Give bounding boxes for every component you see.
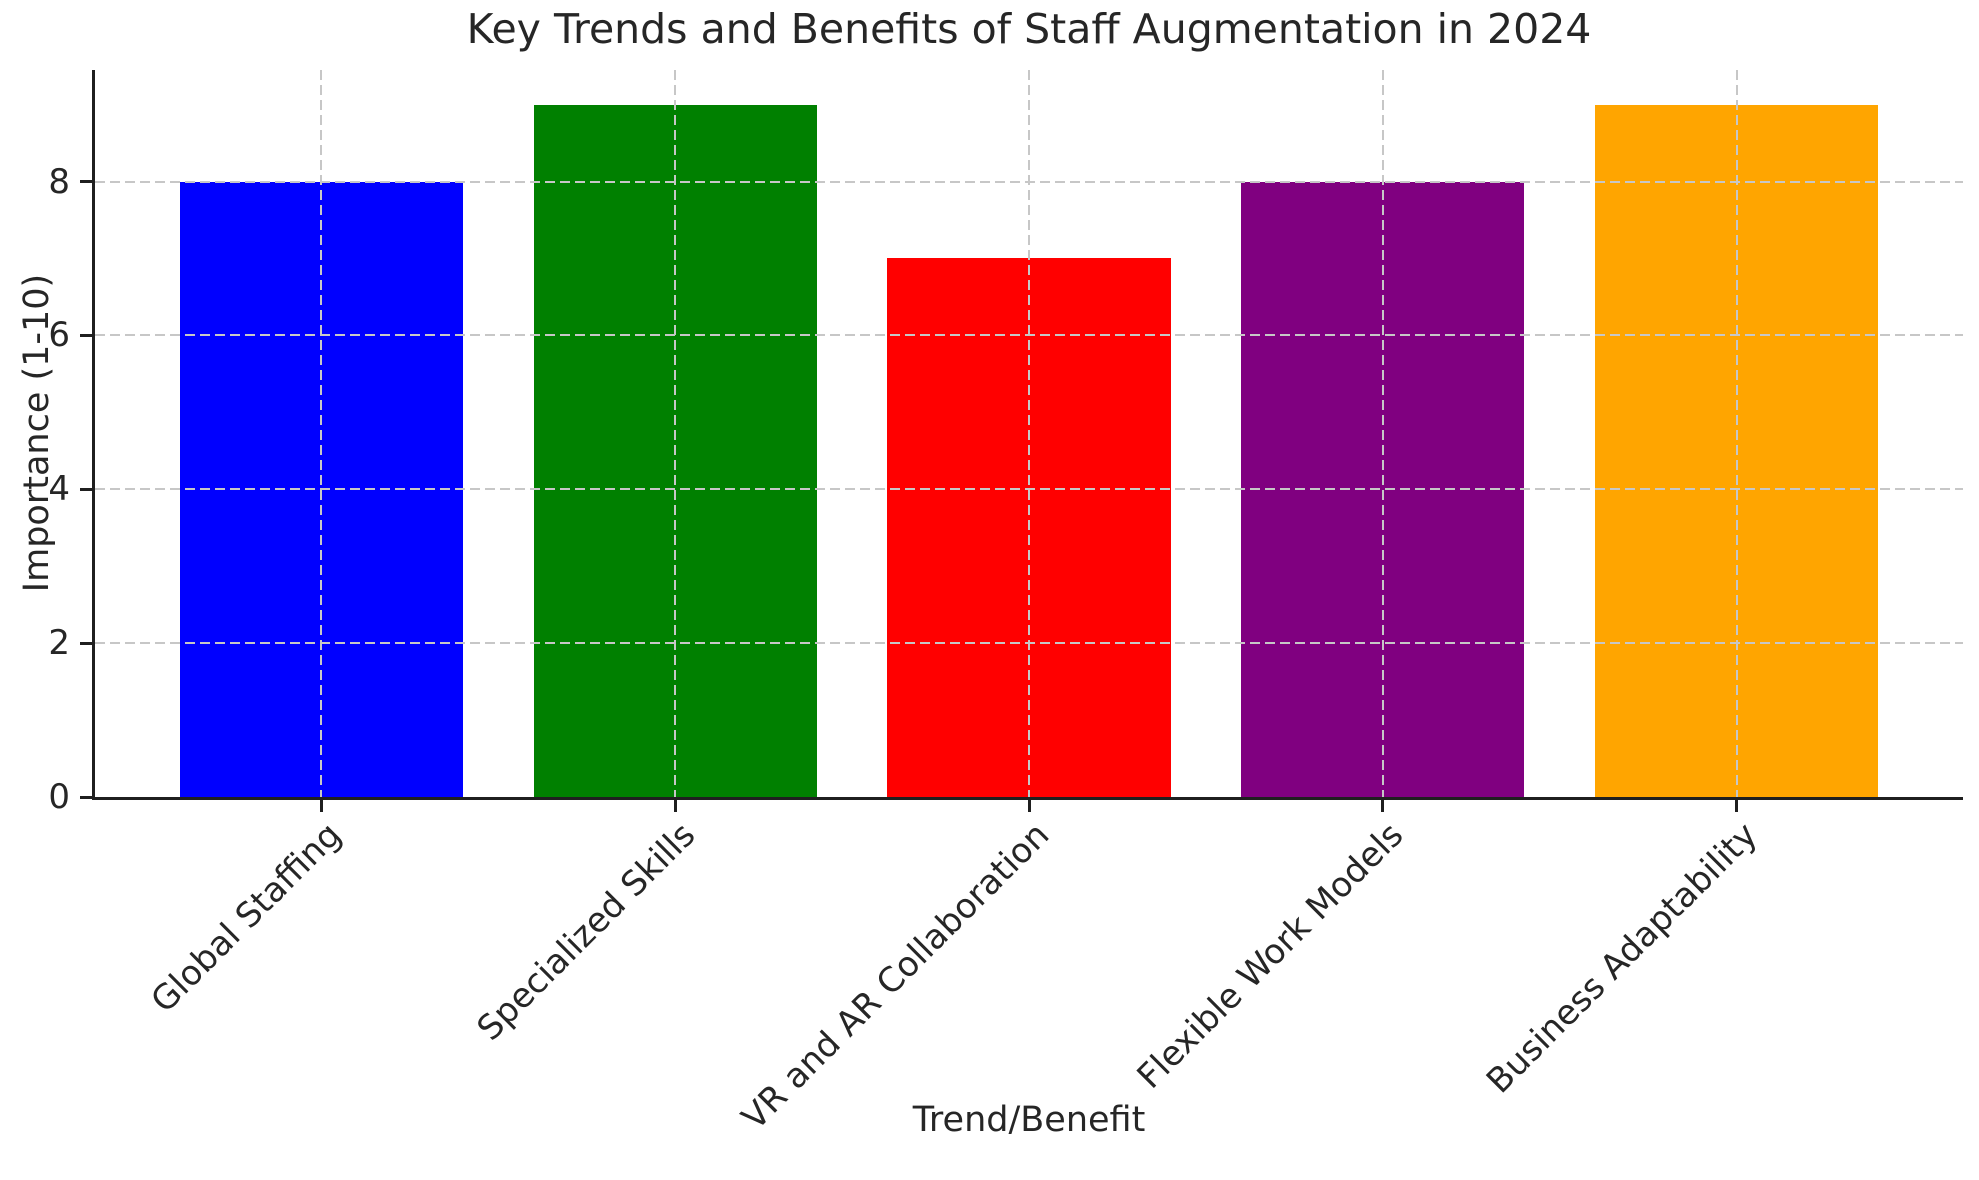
x-tick-mark-specialized-skills [673, 800, 677, 812]
v-gridline-business-adaptability [1735, 70, 1738, 797]
x-tick-mark-flexible-work-models [1381, 800, 1385, 812]
x-axis-label: Trend/Benefit [912, 1100, 1146, 1140]
y-tick-label-2: 2 [48, 623, 70, 664]
chart-title: Key Trends and Benefits of Staff Augment… [466, 5, 1592, 53]
x-tick-mark-vr-and-ar-collaboration [1027, 800, 1031, 812]
x-axis-spine [92, 797, 1963, 800]
y-tick-label-0: 0 [48, 777, 70, 817]
v-gridline-flexible-work-models [1381, 70, 1384, 797]
plot-area [95, 70, 1963, 797]
y-tick-mark-6 [80, 333, 92, 337]
y-tick-mark-0 [80, 795, 92, 799]
v-gridline-vr-and-ar-collaboration [1028, 70, 1030, 797]
y-tick-label-6: 6 [48, 315, 70, 356]
v-gridline-global-staffing [320, 70, 323, 797]
x-tick-mark-business-adaptability [1735, 800, 1739, 812]
v-gridline-specialized-skills [674, 70, 677, 797]
y-tick-label-8: 8 [48, 161, 70, 202]
y-axis-spine [92, 70, 95, 800]
x-tick-mark-global-staffing [319, 800, 323, 812]
y-tick-mark-8 [80, 180, 92, 184]
y-tick-label-4: 4 [48, 469, 70, 510]
y-tick-mark-2 [80, 641, 92, 645]
y-tick-mark-4 [80, 487, 92, 491]
